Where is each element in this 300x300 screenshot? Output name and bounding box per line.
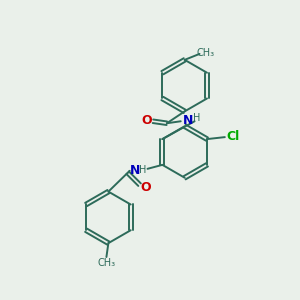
Text: CH₃: CH₃ bbox=[97, 258, 116, 268]
Text: N: N bbox=[129, 164, 140, 177]
Text: N: N bbox=[182, 114, 193, 127]
Text: H: H bbox=[193, 113, 200, 123]
Text: H: H bbox=[139, 165, 146, 175]
Text: O: O bbox=[142, 114, 152, 127]
Text: CH₃: CH₃ bbox=[196, 48, 214, 58]
Text: Cl: Cl bbox=[226, 130, 239, 142]
Text: O: O bbox=[140, 181, 151, 194]
